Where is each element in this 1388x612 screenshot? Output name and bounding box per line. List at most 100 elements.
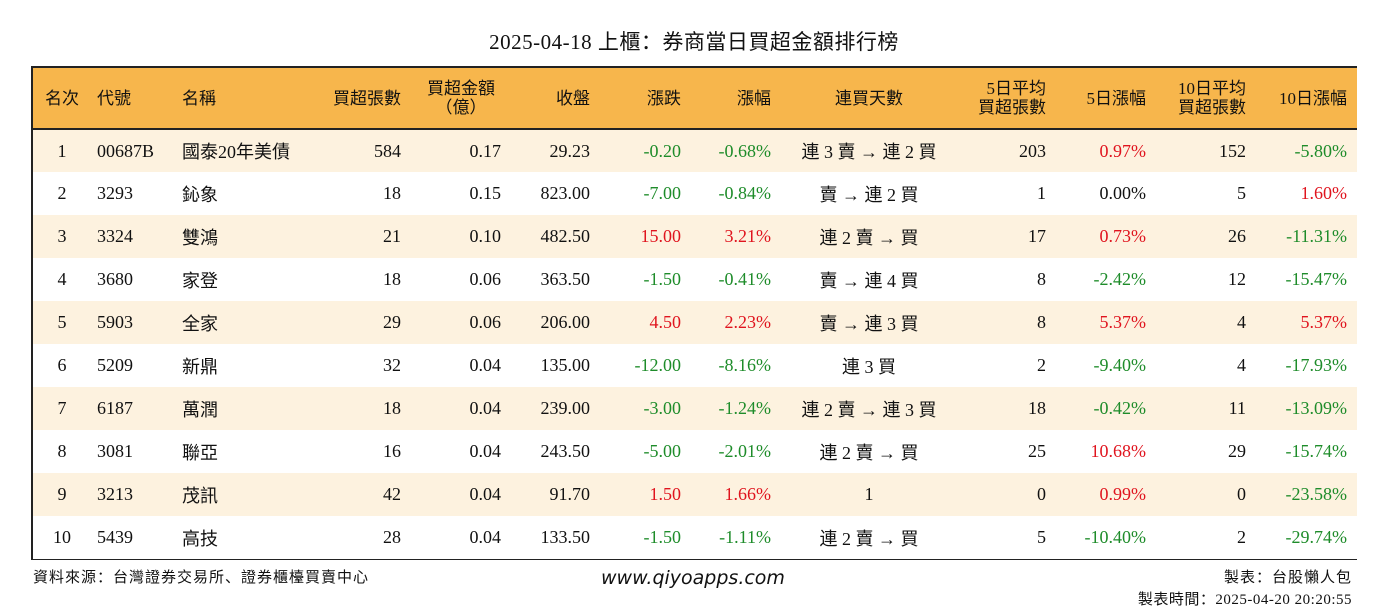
cell-close: 91.70: [549, 484, 591, 504]
cell-change-pct: -0.84%: [718, 183, 772, 203]
cell-pct5: 5.37%: [1099, 312, 1147, 332]
cell-code: 3213: [97, 484, 133, 504]
cell-name: 家登: [182, 270, 218, 291]
cell-avg10: 11: [1228, 398, 1246, 418]
cell-avg5: 0: [1037, 484, 1046, 504]
cell-avg10: 2: [1237, 527, 1246, 547]
cell-close: 482.50: [540, 226, 591, 246]
cell-streak: 連 2 賣 → 買: [819, 528, 919, 549]
cell-buy-lots: 29: [383, 312, 401, 332]
cell-streak: 連 2 賣 → 買: [819, 442, 919, 463]
cell-streak: 連 3 買: [842, 356, 896, 377]
cell-avg5: 8: [1037, 312, 1046, 332]
cell-change-pct: 3.21%: [724, 226, 772, 246]
cell-buy-amount: 0.04: [469, 527, 502, 547]
cell-close: 239.00: [540, 398, 591, 418]
table-row: 4 3680 家登 18 0.06 363.50 -1.50 -0.41% 賣 → 連 4 買 8…: [33, 258, 1357, 301]
header-streak: 連買天數: [781, 68, 957, 130]
cell-buy-lots: 18: [383, 398, 401, 418]
cell-name: 全家: [182, 313, 218, 334]
cell-avg10: 152: [1219, 140, 1246, 161]
cell-buy-amount: 0.06: [469, 312, 502, 332]
cell-avg5: 25: [1028, 441, 1046, 461]
header-avg5-line2: 買超張數: [978, 98, 1046, 117]
cell-buy-amount: 0.15: [469, 183, 502, 203]
cell-pct10: -11.31%: [1286, 226, 1347, 246]
cell-rank: 10: [53, 527, 71, 547]
header-buy-amount-line2: （億）: [435, 98, 487, 117]
table-row: 7 6187 萬潤 18 0.04 239.00 -3.00 -1.24% 連 2 賣 → 連 …: [33, 387, 1357, 430]
header-code: 代號: [91, 68, 176, 130]
cell-change: -1.50: [643, 527, 682, 547]
table-row: 2 3293 鈊象 18 0.15 823.00 -7.00 -0.84% 賣 → 連 2 買 1…: [33, 172, 1357, 215]
cell-close: 823.00: [540, 183, 591, 203]
cell-close: 206.00: [540, 312, 591, 332]
author-credit: 製表：台股懶人包: [1223, 570, 1352, 586]
cell-change: -1.50: [643, 269, 682, 289]
cell-code: 3081: [97, 441, 133, 461]
table-row: 9 3213 茂訊 42 0.04 91.70 1.50 1.66% 1 0 0.99% 0 -23.5…: [33, 473, 1357, 516]
table-header-row: 名次 代號 名稱 買超張數 買超金額 （億） 收盤 漲跌 漲幅 連買天數 5日平…: [33, 68, 1357, 130]
cell-change-pct: 1.66%: [724, 484, 772, 504]
table-row: 1 00687B 國泰20年美債 584 0.17 29.23 -0.20 -0.68% 連 3…: [33, 129, 1357, 172]
cell-pct5: 0.00%: [1099, 183, 1147, 203]
cell-streak: 連 2 賣 → 連 3 買: [801, 399, 937, 420]
cell-name: 萬潤: [182, 399, 218, 420]
cell-streak: 賣 → 連 3 買: [819, 313, 919, 334]
table-body: 1 00687B 國泰20年美債 584 0.17 29.23 -0.20 -0.68% 連 3…: [33, 129, 1357, 559]
cell-buy-amount: 0.04: [469, 398, 502, 418]
cell-change-pct: -0.41%: [718, 269, 772, 289]
cell-change-pct: -1.24%: [718, 398, 772, 418]
cell-rank: 8: [57, 441, 67, 461]
cell-rank: 5: [57, 312, 67, 332]
header-avg5-line1: 5日平均: [986, 79, 1047, 98]
cell-buy-lots: 21: [383, 226, 401, 246]
cell-buy-lots: 42: [383, 484, 401, 504]
cell-buy-lots: 584: [374, 140, 401, 161]
cell-streak: 賣 → 連 2 買: [819, 184, 919, 205]
cell-pct5: 0.97%: [1099, 140, 1147, 161]
cell-streak: 連 2 賣 → 買: [819, 227, 919, 248]
cell-name: 聯亞: [182, 442, 218, 463]
cell-pct10: -15.47%: [1285, 269, 1348, 289]
cell-close: 243.50: [540, 441, 591, 461]
cell-code: 3324: [97, 226, 133, 246]
page-title: 2025-04-18 上櫃：券商當日買超金額排行榜: [489, 30, 899, 54]
ranking-table: 名次 代號 名稱 買超張數 買超金額 （億） 收盤 漲跌 漲幅 連買天數 5日平…: [31, 66, 1357, 560]
cell-buy-amount: 0.04: [469, 355, 502, 375]
cell-avg5: 8: [1037, 269, 1046, 289]
cell-pct5: -2.42%: [1093, 269, 1147, 289]
cell-change: -7.00: [643, 183, 682, 203]
cell-avg10: 29: [1228, 441, 1246, 461]
cell-name: 新鼎: [182, 356, 218, 377]
header-pct5: 5日漲幅: [1056, 68, 1156, 130]
cell-rank: 6: [57, 355, 67, 375]
cell-change: 15.00: [640, 226, 682, 246]
website-link[interactable]: www.qiyoapps.com: [601, 567, 785, 589]
cell-streak: 1: [864, 484, 874, 504]
header-buy-lots: 買超張數: [311, 68, 411, 130]
cell-avg5: 203: [1019, 140, 1046, 161]
cell-pct10: -5.80%: [1294, 140, 1348, 161]
cell-name: 國泰20年美債: [182, 142, 290, 162]
cell-name: 高技: [182, 528, 218, 549]
cell-close: 29.23: [549, 140, 591, 161]
header-avg10-line1: 10日平均: [1178, 79, 1246, 98]
cell-pct10: 1.60%: [1300, 183, 1348, 203]
cell-change-pct: -0.68%: [718, 140, 772, 161]
cell-avg5: 2: [1037, 355, 1046, 375]
cell-pct5: -9.40%: [1093, 355, 1147, 375]
cell-pct5: 0.99%: [1099, 484, 1147, 504]
header-change-pct: 漲幅: [691, 68, 781, 130]
cell-buy-amount: 0.04: [469, 441, 502, 461]
cell-rank: 7: [57, 398, 67, 418]
header-buy-amount: 買超金額 （億）: [411, 68, 511, 130]
table-row: 6 5209 新鼎 32 0.04 135.00 -12.00 -8.16% 連 3 買 2 -9.…: [33, 344, 1357, 387]
cell-close: 135.00: [540, 355, 591, 375]
cell-avg5: 18: [1028, 398, 1046, 418]
cell-code: 5903: [97, 312, 133, 332]
header-avg10-line2: 買超張數: [1178, 98, 1246, 117]
header-avg5: 5日平均 買超張數: [957, 68, 1056, 130]
table-row: 10 5439 高技 28 0.04 133.50 -1.50 -1.11% 連 2 賣 → 買…: [33, 516, 1357, 559]
cell-name: 雙鴻: [182, 227, 218, 248]
